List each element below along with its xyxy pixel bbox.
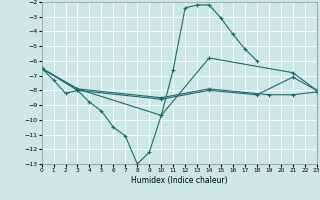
X-axis label: Humidex (Indice chaleur): Humidex (Indice chaleur) <box>131 176 228 185</box>
